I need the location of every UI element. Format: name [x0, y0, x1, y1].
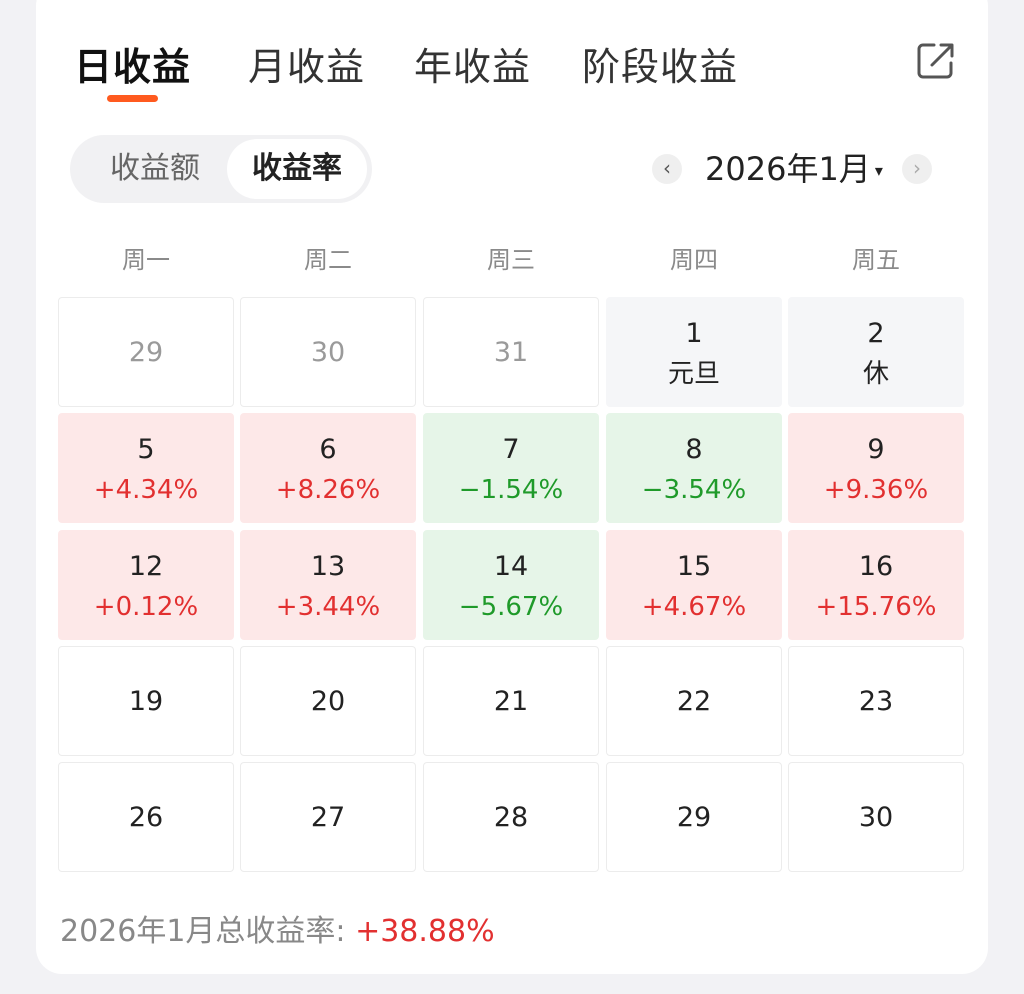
day-number: 19 — [128, 686, 164, 717]
day-number: 1 — [685, 318, 703, 349]
daily-return-rate: −1.54% — [458, 475, 564, 505]
day-number: 22 — [676, 686, 712, 717]
day-number: 16 — [858, 551, 894, 582]
day-number: 15 — [676, 551, 712, 582]
caret-down-icon: ▾ — [874, 161, 883, 180]
weekday-mon: 周一 — [122, 246, 170, 274]
chevron-right-icon: › — [913, 156, 921, 180]
next-month-button[interactable]: › — [902, 154, 932, 184]
calendar-day-cell[interactable]: 22 — [606, 646, 782, 756]
toggle-rate[interactable]: 收益率 — [227, 139, 367, 199]
prev-month-button[interactable]: ‹ — [652, 154, 682, 184]
tab-monthly[interactable]: 月收益 — [248, 45, 366, 89]
day-number: 20 — [310, 686, 346, 717]
weekday-tue: 周二 — [304, 246, 352, 274]
calendar-day-cell[interactable]: 30 — [240, 297, 416, 407]
toggle-amount[interactable]: 收益额 — [110, 151, 200, 186]
calendar-day-cell[interactable]: 19 — [58, 646, 234, 756]
calendar-day-cell[interactable]: 13 +3.44% — [240, 530, 416, 640]
weekday-fri: 周五 — [852, 246, 900, 274]
calendar-day-cell[interactable]: 14 −5.67% — [423, 530, 599, 640]
day-number: 6 — [319, 434, 337, 465]
calendar-day-cell[interactable]: 26 — [58, 762, 234, 872]
calendar-day-cell[interactable]: 27 — [240, 762, 416, 872]
daily-return-rate: +8.26% — [275, 475, 381, 505]
summary-value: +38.88% — [355, 914, 495, 949]
tab-yearly[interactable]: 年收益 — [414, 45, 532, 89]
calendar-day-cell[interactable]: 29 — [58, 297, 234, 407]
month-total-summary: 2026年1月总收益率: +38.88% — [60, 906, 495, 950]
calendar-day-cell[interactable]: 7 −1.54% — [423, 413, 599, 523]
day-number: 31 — [493, 337, 529, 368]
day-number: 27 — [310, 802, 346, 833]
calendar-day-cell[interactable]: 1 元旦 — [606, 297, 782, 407]
day-number: 30 — [858, 802, 894, 833]
day-number: 8 — [685, 434, 703, 465]
daily-return-rate: +0.12% — [93, 592, 199, 622]
tab-period[interactable]: 阶段收益 — [582, 45, 739, 89]
daily-return-rate: +4.34% — [93, 475, 199, 505]
day-number: 26 — [128, 802, 164, 833]
day-number: 9 — [867, 434, 885, 465]
day-number: 28 — [493, 802, 529, 833]
daily-return-rate: +3.44% — [275, 592, 381, 622]
daily-return-rate: +4.67% — [641, 592, 747, 622]
calendar-day-cell[interactable]: 8 −3.54% — [606, 413, 782, 523]
day-number: 12 — [128, 551, 164, 582]
day-number: 7 — [502, 434, 520, 465]
calendar-day-cell[interactable]: 16 +15.76% — [788, 530, 964, 640]
day-number: 13 — [310, 551, 346, 582]
day-number: 5 — [137, 434, 155, 465]
calendar-day-cell[interactable]: 28 — [423, 762, 599, 872]
holiday-label: 休 — [862, 359, 889, 389]
calendar-day-cell[interactable]: 12 +0.12% — [58, 530, 234, 640]
calendar-day-cell[interactable]: 5 +4.34% — [58, 413, 234, 523]
daily-return-rate: +15.76% — [815, 592, 937, 622]
day-number: 29 — [128, 337, 164, 368]
chevron-left-icon: ‹ — [663, 156, 671, 180]
month-label: 2026年1月 — [705, 150, 871, 188]
share-icon[interactable] — [914, 38, 958, 82]
month-selector[interactable]: 2026年1月 ▾ — [705, 148, 883, 190]
weekday-wed: 周三 — [487, 246, 535, 274]
daily-return-rate: −3.54% — [641, 475, 747, 505]
calendar-day-cell[interactable]: 23 — [788, 646, 964, 756]
weekday-thu: 周四 — [670, 246, 718, 274]
calendar-day-cell[interactable]: 9 +9.36% — [788, 413, 964, 523]
day-number: 2 — [867, 318, 885, 349]
calendar-day-cell[interactable]: 15 +4.67% — [606, 530, 782, 640]
day-number: 29 — [676, 802, 712, 833]
tab-daily[interactable]: 日收益 — [74, 45, 192, 89]
calendar-day-cell[interactable]: 6 +8.26% — [240, 413, 416, 523]
day-number: 30 — [310, 337, 346, 368]
daily-return-rate: +9.36% — [823, 475, 929, 505]
day-number: 21 — [493, 686, 529, 717]
calendar-day-cell[interactable]: 21 — [423, 646, 599, 756]
metric-toggle: 收益额 收益率 — [70, 135, 372, 203]
day-number: 14 — [493, 551, 529, 582]
active-tab-indicator — [107, 95, 158, 102]
daily-return-rate: −5.67% — [458, 592, 564, 622]
calendar-day-cell[interactable]: 29 — [606, 762, 782, 872]
calendar-day-cell[interactable]: 30 — [788, 762, 964, 872]
summary-label: 2026年1月总收益率: — [60, 914, 356, 949]
day-number: 23 — [858, 686, 894, 717]
calendar-day-cell[interactable]: 31 — [423, 297, 599, 407]
holiday-label: 元旦 — [667, 359, 720, 389]
calendar-day-cell[interactable]: 20 — [240, 646, 416, 756]
